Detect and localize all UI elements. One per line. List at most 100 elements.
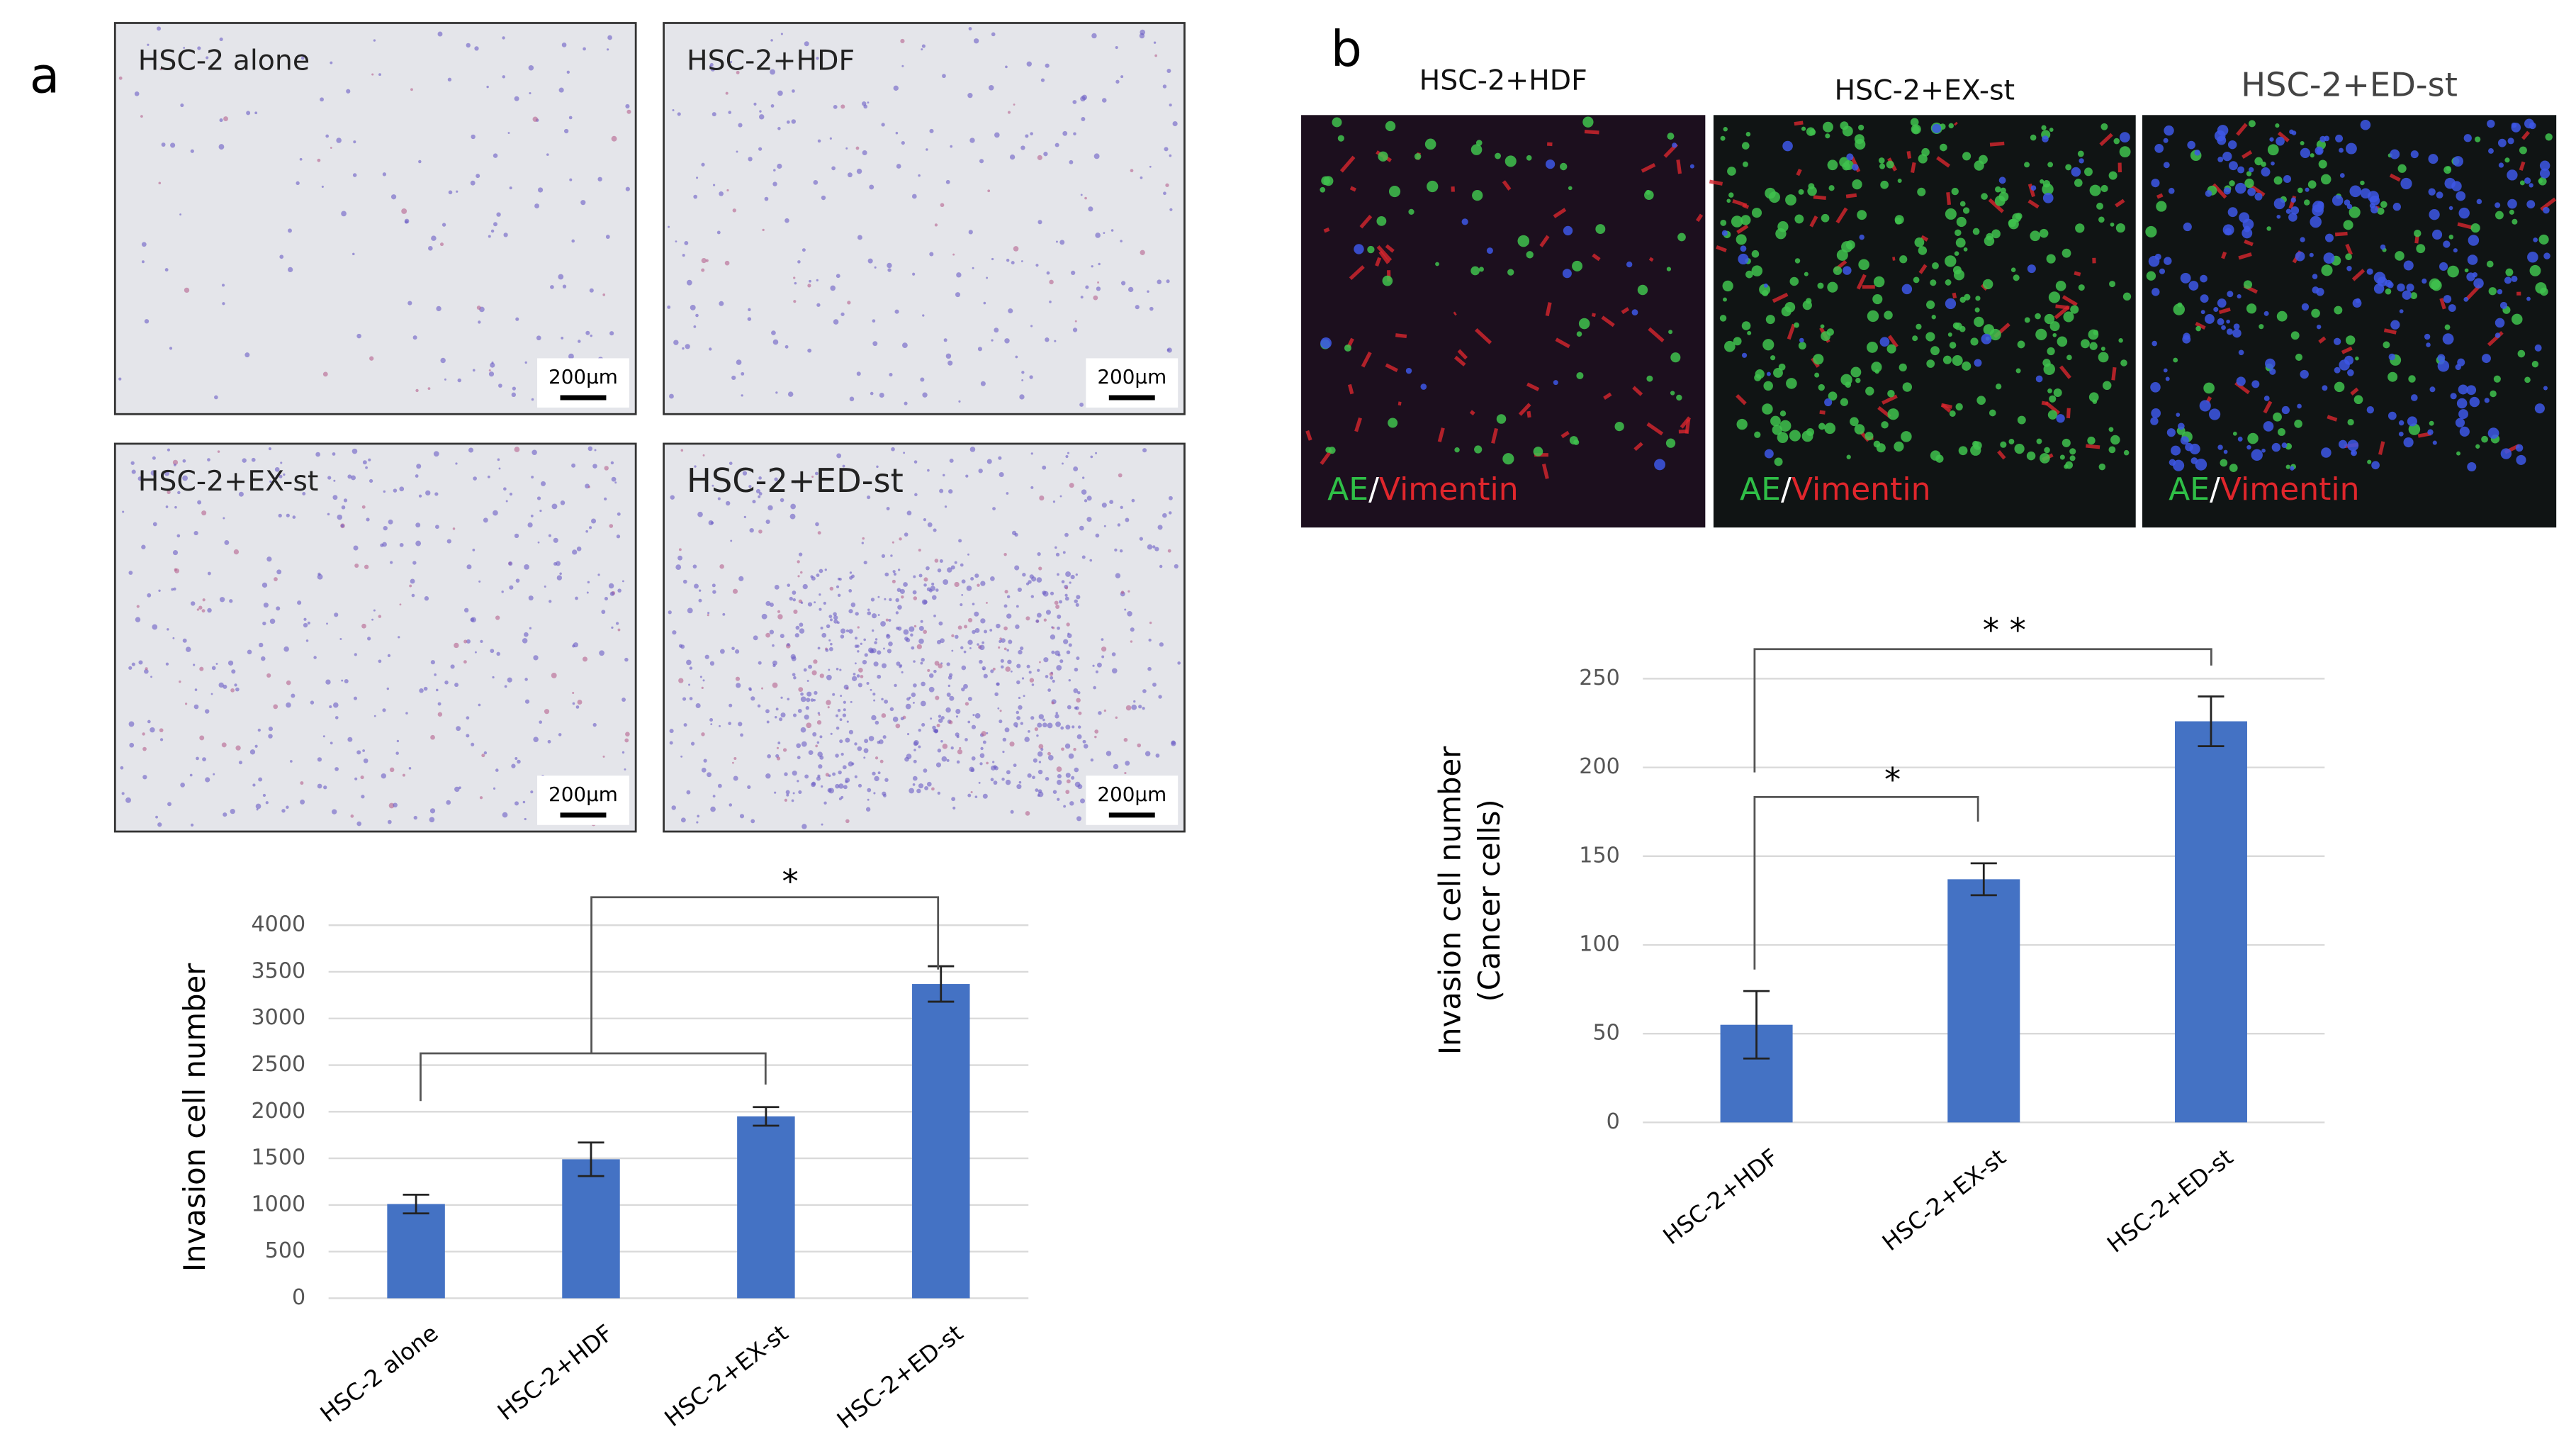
cell-dot [695, 702, 701, 709]
cell-dot [2442, 333, 2454, 345]
cell-dot [710, 806, 716, 812]
cell-dot [430, 660, 435, 665]
cell-dot [855, 637, 858, 640]
cell-dot [353, 140, 356, 144]
cell-dot [2524, 177, 2531, 184]
cell-dot [984, 629, 988, 634]
cell-fiber [1526, 382, 1540, 391]
cell-dot [1332, 117, 1342, 128]
cell-dot [207, 458, 210, 461]
cell-dot [371, 73, 374, 76]
cell-dot [670, 495, 675, 500]
cell-dot [960, 563, 964, 567]
cell-dot [725, 500, 731, 506]
cell-dot [2044, 447, 2050, 454]
cell-dot [169, 347, 173, 350]
cell-dot [1578, 318, 1590, 330]
cell-dot [1169, 208, 1173, 211]
cell-dot [750, 819, 755, 824]
cell-dot [158, 181, 162, 185]
cell-dot [786, 120, 790, 124]
cell-dot [2367, 459, 2372, 464]
cell-dot [2281, 442, 2288, 449]
bar [562, 1159, 620, 1299]
cell-dot [206, 56, 209, 60]
cell-dot [274, 466, 280, 472]
cell-dot [701, 257, 707, 264]
cell-dot [140, 115, 143, 118]
cell-dot [2043, 363, 2055, 376]
cell-dot [172, 459, 179, 465]
cell-dot [268, 727, 274, 732]
cell-dot [625, 186, 630, 191]
cell-dot [592, 464, 597, 469]
cell-dot [2232, 328, 2242, 338]
cell-dot [235, 745, 241, 751]
cell-dot [238, 491, 244, 497]
cell-dot [368, 458, 371, 461]
cell-dot [2281, 405, 2290, 415]
cell-dot [877, 674, 882, 679]
cell-dot [921, 44, 926, 48]
cell-dot [991, 32, 996, 37]
cell-dot [828, 668, 831, 671]
cell-dot [343, 498, 348, 503]
cell-dot [273, 704, 279, 710]
cell-dot [693, 325, 697, 328]
cell-dot [2531, 360, 2539, 368]
cell-dot [2334, 337, 2341, 345]
cell-dot [913, 749, 916, 751]
cell-dot [1074, 767, 1079, 773]
cell-dot [290, 760, 293, 763]
cell-dot [790, 503, 796, 510]
cell-dot [435, 525, 439, 530]
cell-dot [1947, 332, 1952, 337]
cell-dot [680, 817, 686, 823]
cell-dot [2164, 257, 2172, 265]
cell-dot [942, 74, 946, 79]
cell-fiber [2212, 183, 2227, 199]
cell-dot [1786, 378, 1797, 389]
cell-fiber [2156, 193, 2164, 199]
cell-dot [722, 612, 726, 616]
cell-dot [427, 387, 431, 390]
cell-fiber [1796, 168, 1802, 177]
cell-dot [802, 248, 806, 252]
image-label: HSC-2+ED-st [2241, 65, 2458, 103]
cell-dot [2098, 216, 2105, 223]
cell-dot [979, 644, 985, 651]
cell-dot [877, 650, 882, 655]
cell-dot [1120, 240, 1123, 242]
cell-dot [774, 791, 777, 794]
cell-dot [1035, 788, 1039, 793]
cell-dot [869, 184, 874, 190]
cell-dot [1568, 186, 1573, 191]
cell-dot [2040, 179, 2045, 184]
cell-fiber [2238, 252, 2252, 260]
cell-dot [1054, 600, 1059, 605]
cell-dot [537, 541, 540, 544]
cell-dot [2488, 287, 2497, 296]
cell-dot [974, 573, 979, 578]
cell-dot [1120, 505, 1123, 509]
cell-dot [1009, 154, 1016, 160]
cell-dot [1833, 266, 1843, 275]
cell-dot [1169, 103, 1172, 107]
cell-fiber [1835, 207, 1848, 224]
cell-dot [872, 613, 877, 619]
cell-dot [147, 593, 152, 598]
cell-dot [847, 172, 853, 178]
cell-dot [1970, 337, 1979, 346]
cell-dot [492, 676, 495, 679]
cell-dot [144, 319, 150, 324]
cell-dot [2344, 199, 2351, 206]
cell-dot [173, 463, 176, 466]
cell-dot [848, 761, 853, 767]
cell-dot [280, 461, 283, 464]
cell-dot [2353, 395, 2363, 405]
cell-fiber [2519, 161, 2526, 171]
cell-dot [933, 669, 937, 673]
cell-dot [185, 646, 191, 652]
cell-dot [1777, 221, 1789, 233]
cell-dot [1626, 261, 1633, 268]
